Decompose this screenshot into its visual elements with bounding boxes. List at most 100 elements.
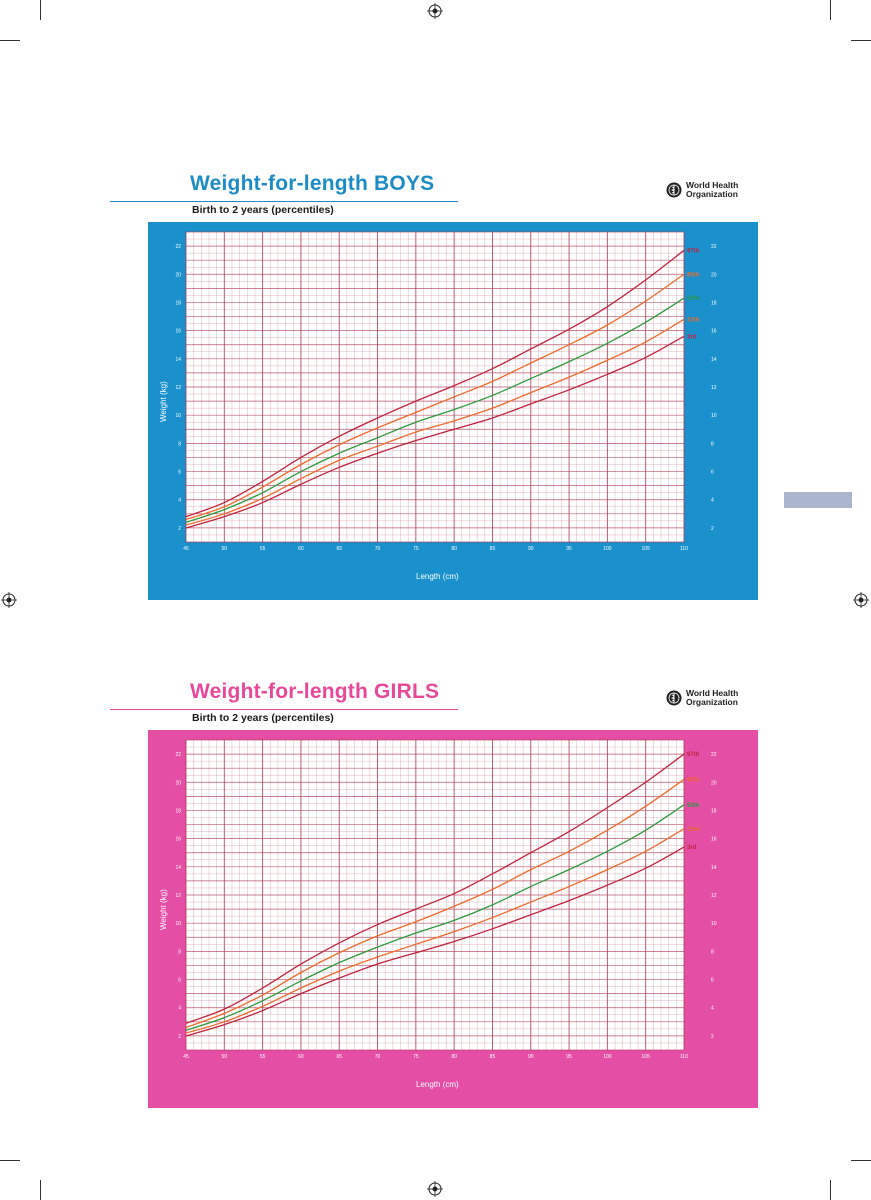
y-tick-label-right: 6 <box>711 978 714 984</box>
y-tick-label-right: 22 <box>711 752 717 758</box>
x-tick-label: 45 <box>183 1054 189 1060</box>
percentile-curve-85th <box>185 778 685 1029</box>
x-tick-label: 95 <box>566 546 572 552</box>
x-tick-label: 75 <box>413 1054 419 1060</box>
x-tick-label: 105 <box>642 546 651 552</box>
x-tick-label: 85 <box>490 546 496 552</box>
title-underline <box>110 709 458 710</box>
x-tick-label: 65 <box>336 546 342 552</box>
x-tick-label: 60 <box>298 546 304 552</box>
y-axis-label: Weight (kg) <box>159 381 168 422</box>
y-axis-label: Weight (kg) <box>159 889 168 930</box>
percentile-curve-3rd <box>185 335 685 529</box>
percentile-label-85th: 85th <box>687 272 700 278</box>
percentile-label-3rd: 3rd <box>687 845 697 851</box>
x-tick-label: 110 <box>680 546 688 552</box>
percentile-curve-85th <box>185 273 685 521</box>
crop-mark <box>851 40 871 41</box>
y-tick-label: 22 <box>175 244 181 250</box>
crop-mark <box>0 1160 20 1161</box>
y-tick-label-right: 20 <box>711 780 717 786</box>
chart-subtitle: Birth to 2 years (percentiles) <box>192 712 334 724</box>
y-tick-label-right: 20 <box>711 272 717 278</box>
percentile-curve-97th <box>185 249 685 518</box>
who-emblem-icon <box>666 182 682 198</box>
y-tick-label: 4 <box>178 498 181 504</box>
y-tick-label: 12 <box>175 893 181 899</box>
x-tick-label: 55 <box>260 546 266 552</box>
y-tick-label: 10 <box>175 413 181 419</box>
y-tick-label-right: 16 <box>711 329 717 335</box>
percentile-label-85th: 85th <box>687 777 700 783</box>
title-underline <box>110 201 458 202</box>
y-tick-label-right: 4 <box>711 1006 714 1012</box>
y-tick-label: 14 <box>175 865 181 871</box>
y-tick-label-right: 10 <box>711 921 717 927</box>
chart-title: Weight-for-length BOYS <box>190 172 435 195</box>
crop-mark <box>40 1180 41 1200</box>
y-tick-label-right: 14 <box>711 865 717 871</box>
registration-mark-icon <box>853 592 869 608</box>
percentile-label-50th: 50th <box>687 803 700 809</box>
y-tick-label: 18 <box>175 808 181 814</box>
y-tick-label-right: 18 <box>711 808 717 814</box>
y-tick-label: 6 <box>178 978 181 984</box>
x-tick-label: 80 <box>451 546 457 552</box>
y-tick-label-right: 10 <box>711 413 717 419</box>
percentile-curve-15th <box>185 318 685 526</box>
y-tick-label-right: 16 <box>711 837 717 843</box>
x-tick-label: 80 <box>451 1054 457 1060</box>
x-tick-label: 45 <box>183 546 189 552</box>
y-tick-label: 2 <box>178 1034 181 1040</box>
crop-mark <box>830 0 831 20</box>
y-tick-label: 16 <box>175 329 181 335</box>
percentile-curve-3rd <box>185 846 685 1037</box>
y-tick-label-right: 12 <box>711 893 717 899</box>
percentile-label-97th: 97th <box>687 752 700 758</box>
y-tick-label-right: 14 <box>711 357 717 363</box>
section-tab <box>784 492 852 508</box>
y-tick-label-right: 4 <box>711 498 714 504</box>
x-tick-label: 110 <box>680 1054 688 1060</box>
x-tick-label: 50 <box>222 1054 228 1060</box>
y-tick-label: 22 <box>175 752 181 758</box>
x-tick-label: 70 <box>375 1054 381 1060</box>
x-tick-label: 100 <box>603 546 612 552</box>
y-tick-label: 2 <box>178 526 181 532</box>
y-tick-label: 14 <box>175 357 181 363</box>
y-tick-label-right: 22 <box>711 244 717 250</box>
crop-mark <box>830 1180 831 1200</box>
percentile-curve-50th <box>185 804 685 1031</box>
percentile-label-15th: 15th <box>687 317 700 323</box>
y-tick-label: 18 <box>175 300 181 306</box>
who-organization-name: World Health Organization <box>686 688 739 707</box>
x-tick-label: 50 <box>222 546 228 552</box>
y-tick-label: 20 <box>175 272 181 278</box>
x-tick-label: 55 <box>260 1054 266 1060</box>
y-tick-label: 20 <box>175 780 181 786</box>
x-axis-label: Length (cm) <box>416 572 459 581</box>
y-tick-label: 10 <box>175 921 181 927</box>
y-tick-label-right: 8 <box>711 949 714 955</box>
x-tick-label: 65 <box>336 1054 342 1060</box>
who-emblem-icon <box>666 690 682 706</box>
registration-mark-icon <box>1 592 17 608</box>
y-tick-label: 8 <box>178 949 181 955</box>
percentile-curve-97th <box>185 753 685 1024</box>
x-tick-label: 60 <box>298 1054 304 1060</box>
x-tick-label: 95 <box>566 1054 572 1060</box>
percentile-label-3rd: 3rd <box>687 334 697 340</box>
percentile-curve-50th <box>185 297 685 523</box>
x-tick-label: 90 <box>528 1054 534 1060</box>
percentile-label-15th: 15th <box>687 827 700 833</box>
x-tick-label: 75 <box>413 546 419 552</box>
x-tick-label: 100 <box>603 1054 612 1060</box>
chart-subtitle: Birth to 2 years (percentiles) <box>192 204 334 216</box>
y-tick-label: 4 <box>178 1006 181 1012</box>
x-axis-label: Length (cm) <box>416 1080 459 1089</box>
percentile-label-50th: 50th <box>687 296 700 302</box>
y-tick-label: 16 <box>175 837 181 843</box>
x-tick-label: 70 <box>375 546 381 552</box>
